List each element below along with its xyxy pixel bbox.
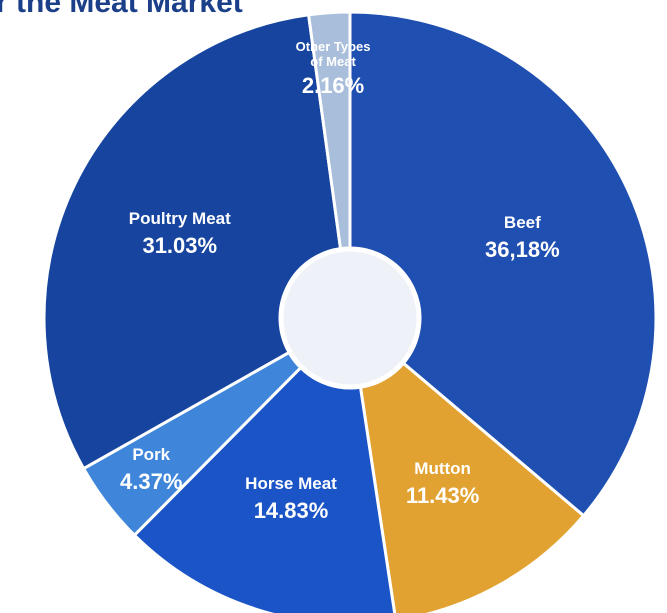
slice [42,13,343,471]
slice [306,10,352,251]
slice-label: Beef 36,18% [437,213,607,263]
value-label: 14.83% [253,497,329,523]
chart-title: r the Meat Market [0,0,243,19]
slice [358,361,586,613]
value-label: 4.37% [120,468,183,494]
slice-label: Other Types of Meat 2.16% [288,39,378,99]
slice-label: Mutton 11.43% [358,459,528,509]
category-label: Mutton [414,458,471,478]
slice-label: Pork 4.37% [106,445,196,495]
donut-hole [280,248,420,388]
category-label: Other Types of Meat [295,38,371,69]
slice-label: Poultry Meat 31.03% [95,209,265,259]
category-label: Beef [503,213,541,233]
value-label: 2.16% [301,72,365,98]
slice [132,365,397,613]
category-label: Pork [132,444,171,464]
value-label: 36,18% [485,237,560,263]
slice [348,10,658,518]
category-label: Poultry Meat [128,208,231,228]
value-label: 31.03% [142,232,218,258]
slice-label: Horse Meat 14.83% [206,474,376,524]
value-label: 11.43% [405,482,480,508]
category-label: Horse Meat [245,473,337,493]
